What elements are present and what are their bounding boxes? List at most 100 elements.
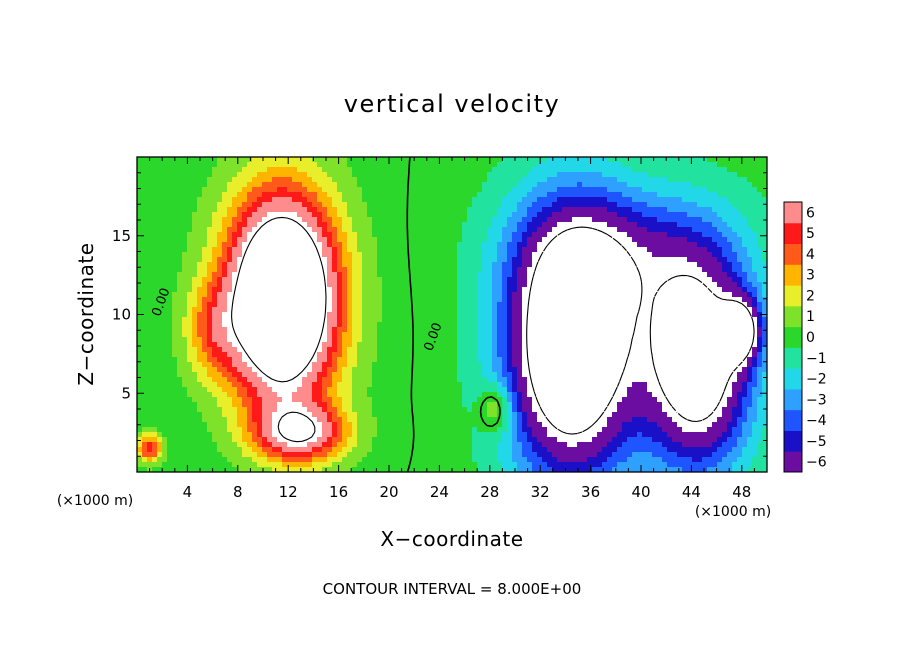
heatmap-cell (747, 212, 753, 218)
heatmap-cell (542, 342, 548, 348)
heatmap-cell (512, 222, 518, 228)
heatmap-cell (312, 217, 318, 223)
heatmap-cell (427, 242, 433, 248)
heatmap-cell (302, 332, 308, 338)
heatmap-cell (487, 347, 493, 353)
heatmap-cell (447, 177, 453, 183)
heatmap-cell (357, 292, 363, 298)
heatmap-cell (667, 242, 673, 248)
heatmap-cell (717, 202, 723, 208)
heatmap-cell (282, 342, 288, 348)
heatmap-cell (377, 212, 383, 218)
heatmap-cell (672, 272, 678, 278)
heatmap-cell (512, 162, 518, 168)
heatmap-cell (312, 157, 318, 163)
heatmap-cell (407, 237, 413, 243)
heatmap-cell (227, 302, 233, 308)
heatmap-cell (147, 207, 153, 213)
heatmap-cell (702, 157, 708, 163)
heatmap-cell (512, 317, 518, 323)
heatmap-cell (137, 177, 143, 183)
heatmap-cell (402, 287, 408, 293)
heatmap-cell (672, 252, 678, 258)
heatmap-cell (607, 157, 613, 163)
heatmap-cell (547, 172, 553, 178)
heatmap-cell (157, 282, 163, 288)
heatmap-cell (697, 197, 703, 203)
heatmap-cell (687, 197, 693, 203)
heatmap-cell (302, 297, 308, 303)
heatmap-cell (722, 187, 728, 193)
heatmap-cell (632, 272, 638, 278)
heatmap-cell (722, 332, 728, 338)
heatmap-cell (517, 222, 523, 228)
heatmap-cell (552, 202, 558, 208)
heatmap-cell (417, 322, 423, 328)
heatmap-cell (757, 167, 763, 173)
heatmap-cell (607, 192, 613, 198)
heatmap-cell (187, 287, 193, 293)
heatmap-cell (377, 257, 383, 263)
heatmap-cell (657, 277, 663, 283)
heatmap-cell (587, 282, 593, 288)
heatmap-cell (667, 177, 673, 183)
heatmap-cell (482, 322, 488, 328)
heatmap-cell (187, 312, 193, 318)
heatmap-cell (367, 192, 373, 198)
heatmap-cell (517, 277, 523, 283)
heatmap-cell (367, 202, 373, 208)
heatmap-cell (242, 262, 248, 268)
heatmap-cell (502, 197, 508, 203)
heatmap-cell (462, 202, 468, 208)
heatmap-cell (687, 217, 693, 223)
heatmap-cell (732, 167, 738, 173)
heatmap-cell (687, 247, 693, 253)
heatmap-cell (372, 292, 378, 298)
heatmap-cell (357, 172, 363, 178)
heatmap-cell (202, 172, 208, 178)
heatmap-cell (717, 242, 723, 248)
heatmap-cell (507, 162, 513, 168)
heatmap-cell (732, 347, 738, 353)
heatmap-cell (582, 282, 588, 288)
heatmap-cell (187, 227, 193, 233)
heatmap-cell (422, 337, 428, 343)
heatmap-cell (367, 332, 373, 338)
heatmap-cell (722, 177, 728, 183)
heatmap-cell (272, 197, 278, 203)
heatmap-cell (402, 237, 408, 243)
heatmap-cell (602, 227, 608, 233)
heatmap-cell (327, 197, 333, 203)
heatmap-cell (332, 217, 338, 223)
heatmap-cell (327, 282, 333, 288)
heatmap-cell (682, 237, 688, 243)
heatmap-cell (622, 202, 628, 208)
heatmap-cell (452, 242, 458, 248)
heatmap-cell (607, 292, 613, 298)
heatmap-cell (302, 317, 308, 323)
heatmap-cell (452, 262, 458, 268)
heatmap-cell (332, 197, 338, 203)
heatmap-cell (397, 347, 403, 353)
heatmap-cell (417, 307, 423, 313)
heatmap-cell (607, 257, 613, 263)
heatmap-cell (412, 312, 418, 318)
heatmap-cell (162, 277, 168, 283)
heatmap-cell (222, 177, 228, 183)
heatmap-cell (707, 337, 713, 343)
heatmap-cell (262, 352, 268, 358)
heatmap-cell (577, 317, 583, 323)
heatmap-cell (627, 212, 633, 218)
heatmap-cell (322, 252, 328, 258)
heatmap-cell (572, 182, 578, 188)
heatmap-cell (662, 227, 668, 233)
heatmap-cell (602, 187, 608, 193)
heatmap-cell (482, 172, 488, 178)
heatmap-cell (677, 222, 683, 228)
heatmap-cell (322, 177, 328, 183)
heatmap-cell (262, 207, 268, 213)
heatmap-cell (652, 207, 658, 213)
heatmap-cell (502, 212, 508, 218)
heatmap-cell (697, 182, 703, 188)
heatmap-cell (537, 327, 543, 333)
